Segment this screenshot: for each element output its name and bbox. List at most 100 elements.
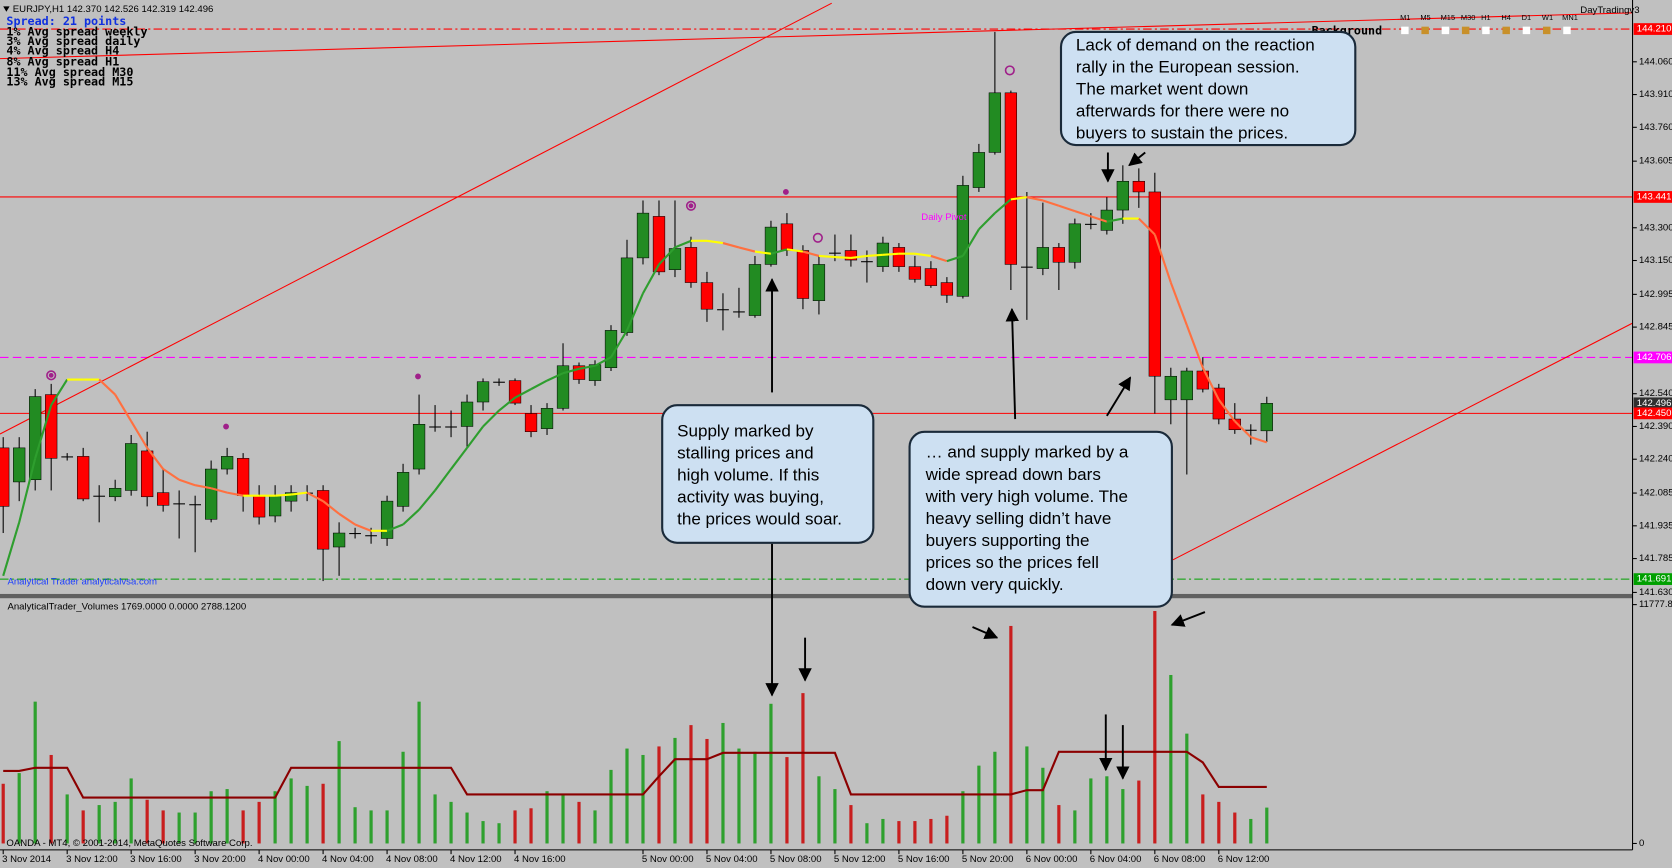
timeframe-label: MN1 — [1562, 13, 1578, 22]
candle-body — [572, 365, 586, 380]
volume-bar — [705, 738, 709, 844]
volume-bar — [1073, 810, 1077, 844]
indicator-name: DayTradingv3 — [1580, 5, 1639, 16]
price-level-label: 142.450 — [1637, 408, 1672, 419]
y-tick-label: 141.785 — [1639, 553, 1672, 564]
volume-bar — [321, 783, 325, 844]
candle-body — [717, 309, 729, 311]
callout-line: buyers to sustain the prices. — [1076, 124, 1288, 143]
volume-bar — [65, 794, 69, 844]
candle-body — [220, 456, 234, 470]
timeframe-box — [1401, 26, 1409, 35]
volume-bar — [609, 769, 613, 844]
marker — [46, 370, 57, 381]
x-tick-label: 5 Nov 08:00 — [770, 854, 822, 865]
volume-bar — [257, 801, 261, 844]
y-tick-label: 141.935 — [1639, 520, 1672, 531]
candle-body — [157, 492, 170, 506]
volume-bar — [513, 810, 517, 844]
volume-bar — [545, 791, 549, 844]
candle-body — [1260, 403, 1273, 432]
volume-bar — [689, 725, 693, 844]
candles — [0, 31, 1273, 582]
candle-body — [0, 447, 10, 507]
ma-segment — [674, 239, 692, 249]
timeframe-box — [1461, 26, 1470, 35]
x-tick-label: 4 Nov 16:00 — [514, 854, 566, 865]
spread-info-line: 8% Avg spread H1 — [6, 54, 119, 68]
price-level-tag — [1633, 397, 1672, 410]
ma-segment — [402, 508, 420, 526]
timeframe-box — [1421, 26, 1429, 35]
marker — [48, 372, 54, 378]
ma-segment — [882, 252, 899, 256]
x-tick-label: 3 Nov 20:00 — [194, 854, 246, 865]
ma-segment — [146, 447, 164, 470]
ma-segment — [1217, 399, 1236, 422]
volume-bar — [401, 751, 405, 844]
volume-bar — [993, 751, 997, 844]
ma-segment — [50, 378, 69, 406]
timeframe-label: M5 — [1420, 13, 1430, 22]
timeframe-label: M30 — [1461, 13, 1476, 22]
volume-bar — [353, 807, 357, 844]
ma-segment — [34, 404, 53, 459]
candle-body — [1116, 180, 1129, 211]
candle-body — [556, 365, 570, 409]
callout-line: with very high volume. The — [925, 487, 1128, 506]
volume-bar — [305, 785, 309, 844]
price-level-tag — [1633, 23, 1672, 35]
ma-segment — [530, 379, 548, 391]
candle-body — [493, 381, 505, 383]
candle-body — [412, 424, 426, 470]
ma-segment — [802, 250, 820, 257]
candle-body — [29, 396, 42, 481]
volume-bar — [929, 818, 933, 844]
candle-body — [812, 264, 826, 301]
candle-body — [125, 443, 138, 491]
ma-segment — [1153, 234, 1172, 283]
marker — [688, 203, 694, 209]
volume-bar — [1153, 611, 1157, 844]
x-tick-label: 6 Nov 00:00 — [1026, 854, 1078, 865]
volume-bar — [785, 757, 789, 844]
axes: 144.060 143.910 143.760 143.605 143.300 143.1… — [2, 23, 1672, 865]
ma-segment — [546, 372, 564, 382]
volume-bar — [657, 746, 661, 844]
ma-segment — [130, 420, 149, 449]
candle-body — [892, 247, 906, 267]
ma-segment — [946, 254, 964, 263]
candle-body — [1052, 247, 1065, 263]
ma-segment — [418, 489, 436, 511]
ma-segment — [226, 491, 244, 497]
timeframe-box — [1502, 26, 1510, 35]
ma-segment — [961, 228, 980, 257]
ma-segment — [1090, 215, 1108, 223]
volume-bar — [1201, 794, 1205, 844]
volume-bar — [193, 812, 197, 844]
ma-segment — [770, 248, 788, 255]
timeframe-label: M1 — [1400, 13, 1410, 22]
candle-body — [684, 247, 698, 283]
spread-info-line: 1% Avg spread weekly — [6, 24, 147, 38]
candle-body — [764, 226, 778, 265]
x-tick-label: 6 Nov 08:00 — [1154, 854, 1206, 865]
volume-bar — [977, 765, 981, 844]
ma-segment — [994, 198, 1012, 214]
volume-bar — [529, 808, 533, 844]
ma-segment — [1058, 204, 1076, 213]
candle-body — [1212, 387, 1225, 420]
arrows — [765, 151, 1206, 780]
price-level-label: 142.496 — [1637, 398, 1672, 409]
volume-bar — [1185, 733, 1189, 844]
volume-bar — [1169, 674, 1173, 844]
volume-bar — [1, 783, 5, 844]
volume-bar — [97, 805, 101, 844]
volume-bar — [177, 812, 181, 844]
arrow — [1106, 376, 1132, 417]
candle-body — [332, 532, 346, 548]
ma-segment — [322, 500, 340, 515]
spread-info-line: Spread: 21 points — [6, 14, 126, 28]
